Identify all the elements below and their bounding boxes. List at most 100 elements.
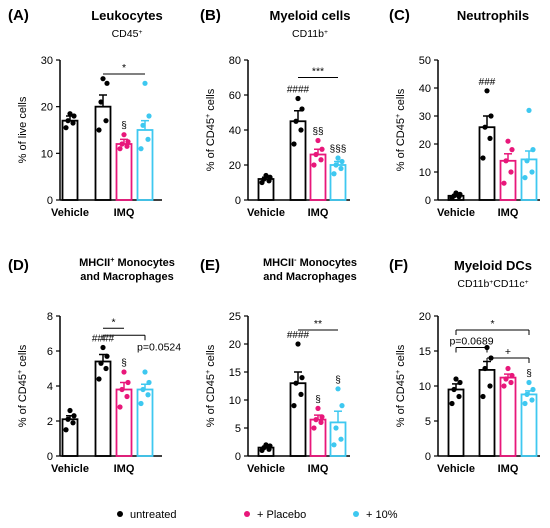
- y-tick-label: 8: [47, 311, 53, 323]
- data-point: [313, 151, 319, 158]
- data-point: [457, 191, 463, 197]
- data-point: [65, 118, 71, 124]
- y-axis-label-sup: +: [394, 370, 402, 374]
- annotation-text: **: [314, 318, 322, 330]
- data-point: [67, 111, 73, 117]
- data-point: [104, 80, 110, 86]
- data-point: [146, 379, 152, 386]
- panel-subtitle-part: CD11b: [292, 28, 324, 40]
- y-axis-label-part: cells: [205, 344, 217, 370]
- data-point: [295, 95, 301, 102]
- data-point: [339, 403, 345, 409]
- data-point: [291, 141, 297, 147]
- data-point: [291, 403, 297, 409]
- significance-mark: §: [121, 358, 127, 369]
- legend-label: untreated: [130, 509, 176, 521]
- y-tick-label: 0: [47, 195, 53, 207]
- bar-placebo: [115, 143, 133, 201]
- data-point: [453, 190, 459, 196]
- panel-subtitle-sup: +: [138, 29, 142, 36]
- y-axis-label-part: % of CD45: [205, 118, 217, 171]
- data-point: [503, 376, 509, 382]
- annotation-text: ***: [312, 66, 324, 78]
- data-point: [487, 383, 493, 389]
- panel-title: Neutrophils: [457, 8, 529, 23]
- data-point: [529, 397, 535, 403]
- y-tick-label: 30: [41, 55, 53, 67]
- data-point: [263, 442, 269, 448]
- data-point: [524, 158, 530, 164]
- x-category-label: IMQ: [308, 207, 329, 219]
- data-point: [333, 425, 339, 431]
- data-point: [501, 180, 507, 186]
- x-category-label: Vehicle: [51, 207, 89, 219]
- data-point: [318, 157, 324, 163]
- bar-untreated: [61, 418, 79, 457]
- data-point: [121, 132, 127, 138]
- significance-mark: §§§: [330, 144, 347, 155]
- bar-placebo: [499, 376, 517, 457]
- data-point: [293, 118, 299, 124]
- data-point: [145, 136, 151, 142]
- panel-title: Myeloid DCs: [454, 258, 532, 273]
- significance-mark: §§: [312, 127, 323, 138]
- x-category-label: Vehicle: [437, 463, 475, 475]
- data-point: [338, 165, 344, 172]
- data-point: [146, 113, 152, 119]
- y-tick-label: 5: [235, 423, 241, 435]
- data-point: [530, 147, 536, 153]
- bar-placebo: [115, 388, 133, 457]
- y-tick-label: 40: [229, 125, 241, 137]
- panel-subtitle: CD11b+CD11c+: [457, 278, 528, 290]
- y-tick-label: 0: [425, 195, 431, 207]
- y-tick-label: 10: [41, 148, 53, 160]
- y-axis-label-sup: +: [204, 114, 212, 118]
- data-point: [480, 393, 486, 400]
- x-category-label: Vehicle: [51, 463, 89, 475]
- panel-title: Leukocytes: [91, 8, 163, 23]
- y-tick-label: 20: [419, 139, 431, 151]
- x-category-label: Vehicle: [437, 207, 475, 219]
- panel-title: MHCII+ Monocytes: [79, 256, 175, 269]
- bar-placebo: [309, 153, 327, 201]
- data-point: [263, 172, 269, 179]
- legend-label: + Placebo: [257, 509, 306, 521]
- y-tick-label: 0: [235, 451, 241, 463]
- legend-marker: [117, 511, 123, 517]
- data-point: [524, 391, 530, 397]
- significance-mark: ###: [479, 77, 496, 88]
- data-point: [339, 158, 345, 165]
- data-point: [125, 139, 131, 145]
- data-point: [482, 124, 488, 130]
- data-point: [315, 405, 321, 411]
- data-point: [63, 427, 69, 433]
- data-point: [100, 344, 106, 351]
- data-point: [311, 425, 317, 431]
- bar-untreated: [94, 360, 112, 457]
- bar-untreated: [478, 368, 496, 457]
- annotation-text: p=0.0689: [449, 336, 493, 348]
- y-tick-label: 30: [419, 111, 431, 123]
- legend-label: + 10%: [366, 509, 398, 521]
- data-point: [104, 353, 110, 359]
- data-point: [298, 127, 304, 133]
- data-point: [508, 379, 514, 386]
- annotation-text: +: [505, 346, 511, 358]
- y-axis-label-part: cells: [17, 344, 29, 370]
- significance-mark: ####: [287, 330, 310, 341]
- panel-title-part: MHCII: [79, 257, 110, 269]
- legend: untreated + Placebo + 10%: [117, 509, 398, 521]
- panel-letter: (E): [200, 257, 220, 274]
- data-point: [331, 171, 337, 177]
- data-point: [451, 386, 457, 393]
- panel-letter: (D): [8, 257, 29, 274]
- data-point: [453, 376, 459, 382]
- data-point: [319, 146, 325, 152]
- data-point: [117, 146, 123, 152]
- data-point: [98, 360, 104, 366]
- y-axis-label-part: % of CD45: [17, 374, 29, 427]
- data-point: [71, 413, 77, 419]
- data-point: [318, 419, 324, 425]
